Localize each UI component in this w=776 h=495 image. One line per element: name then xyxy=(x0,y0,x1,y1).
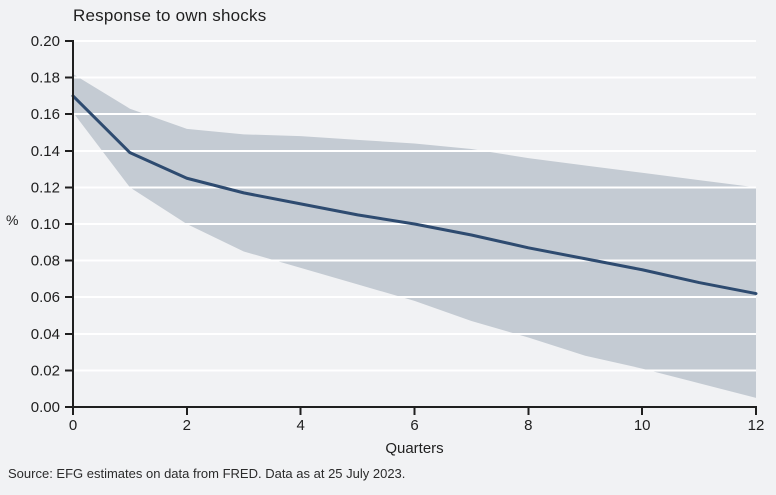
x-tick-label: 6 xyxy=(410,417,418,434)
y-tick-label: 0.14 xyxy=(31,143,60,160)
response-line xyxy=(71,94,758,296)
confidence-band xyxy=(73,73,756,398)
y-tick-label: 0.08 xyxy=(31,253,60,270)
x-axis-label: Quarters xyxy=(385,440,444,457)
x-tick-label: 8 xyxy=(524,417,532,434)
y-axis-unit-label: % xyxy=(6,212,19,228)
x-tick-label: 2 xyxy=(183,417,191,434)
y-tick-label: 0.12 xyxy=(31,179,60,196)
source-note: Source: EFG estimates on data from FRED.… xyxy=(8,466,406,481)
y-tick-label: 0.00 xyxy=(31,399,60,416)
y-tick-label: 0.20 xyxy=(31,33,60,50)
y-tick-label: 0.10 xyxy=(31,216,60,233)
x-tick-label: 12 xyxy=(748,417,765,434)
y-tick-label: 0.16 xyxy=(31,106,60,123)
x-tick-label: 0 xyxy=(69,417,77,434)
y-tick-label: 0.04 xyxy=(31,326,60,343)
x-tick-label: 10 xyxy=(634,417,651,434)
chart-title: Response to own shocks xyxy=(73,6,267,25)
y-tick-label: 0.06 xyxy=(31,289,60,306)
y-tick-label: 0.18 xyxy=(31,70,60,87)
x-tick-label: 4 xyxy=(296,417,304,434)
chart-canvas: 0.00 0.02 0.04 0.06 0.08 0.10 0.12 0.14 0.16 0.18… xyxy=(31,33,765,434)
y-tick-label: 0.02 xyxy=(31,362,60,379)
